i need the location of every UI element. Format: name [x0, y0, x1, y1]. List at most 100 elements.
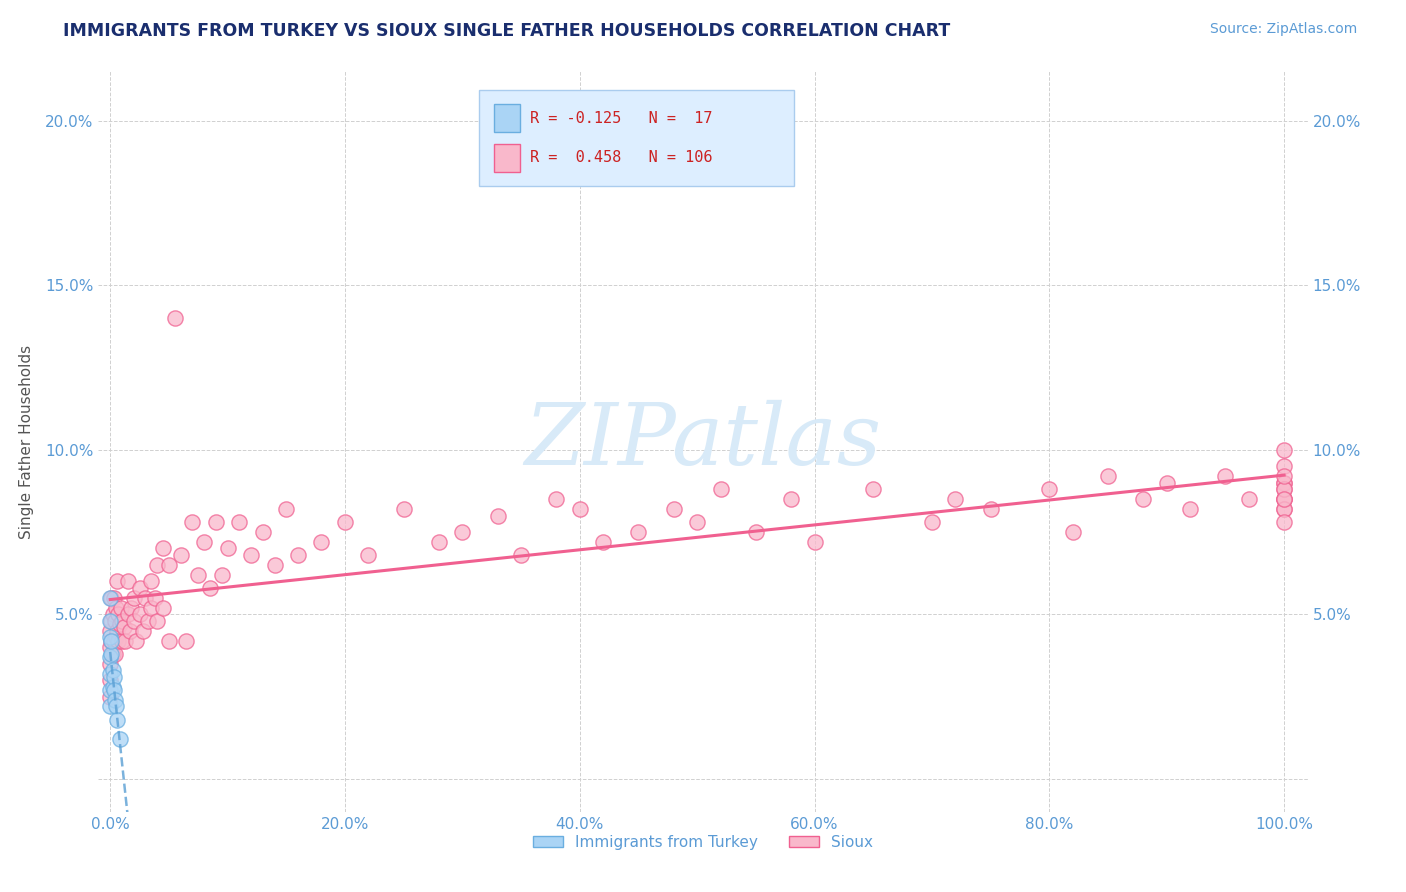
Point: [122, 591, 145, 605]
Point: [1272, 482, 1295, 496]
Point: [1272, 475, 1295, 490]
Point: [1038, 482, 1060, 496]
Point: [1272, 442, 1295, 457]
Point: [120, 600, 142, 615]
Point: [1215, 469, 1237, 483]
Text: R =  0.458   N = 106: R = 0.458 N = 106: [530, 151, 713, 166]
Point: [211, 567, 233, 582]
Point: [1272, 482, 1295, 496]
Point: [1237, 492, 1260, 507]
Point: [100, 633, 122, 648]
Point: [103, 683, 125, 698]
Point: [107, 633, 129, 648]
Point: [120, 624, 142, 638]
Point: [141, 574, 163, 589]
FancyBboxPatch shape: [479, 90, 793, 186]
Point: [122, 614, 145, 628]
Point: [333, 515, 356, 529]
Point: [187, 567, 209, 582]
Point: [662, 502, 685, 516]
Point: [1272, 502, 1295, 516]
Point: [105, 574, 128, 589]
Point: [1156, 475, 1178, 490]
Point: [862, 482, 884, 496]
Point: [100, 591, 122, 605]
Point: [181, 515, 204, 529]
Point: [117, 607, 139, 622]
Point: [136, 614, 159, 628]
Point: [1097, 469, 1119, 483]
Point: [101, 647, 124, 661]
Point: [105, 699, 128, 714]
Point: [141, 600, 163, 615]
Point: [98, 699, 121, 714]
Point: [101, 663, 124, 677]
Point: [111, 614, 134, 628]
Point: [287, 548, 309, 562]
Point: [198, 581, 221, 595]
Text: Source: ZipAtlas.com: Source: ZipAtlas.com: [1209, 22, 1357, 37]
Point: [100, 614, 122, 628]
Bar: [494, 144, 520, 172]
Point: [98, 690, 121, 704]
Point: [104, 693, 127, 707]
Point: [146, 558, 169, 572]
Point: [592, 535, 614, 549]
Point: [98, 673, 121, 687]
Point: [392, 502, 415, 516]
Point: [217, 541, 239, 556]
Point: [686, 515, 709, 529]
Point: [107, 607, 129, 622]
Point: [1272, 492, 1295, 507]
Point: [100, 647, 122, 661]
Point: [146, 614, 169, 628]
Text: R = -0.125   N =  17: R = -0.125 N = 17: [530, 111, 713, 126]
Point: [105, 624, 128, 638]
Point: [240, 548, 263, 562]
Point: [486, 508, 509, 523]
Point: [134, 591, 156, 605]
Point: [357, 548, 380, 562]
Point: [103, 591, 125, 605]
Point: [98, 666, 121, 681]
Bar: [494, 104, 520, 132]
Point: [451, 524, 474, 539]
Point: [98, 614, 121, 628]
Text: IMMIGRANTS FROM TURKEY VS SIOUX SINGLE FATHER HOUSEHOLDS CORRELATION CHART: IMMIGRANTS FROM TURKEY VS SIOUX SINGLE F…: [63, 22, 950, 40]
Point: [1272, 475, 1295, 490]
Point: [110, 600, 132, 615]
Point: [152, 541, 174, 556]
Point: [111, 633, 134, 648]
Point: [510, 548, 533, 562]
Point: [169, 548, 191, 562]
Point: [114, 633, 136, 648]
Point: [1062, 524, 1084, 539]
Point: [980, 502, 1002, 516]
Point: [568, 502, 591, 516]
Point: [98, 630, 121, 644]
Point: [193, 535, 215, 549]
Point: [101, 680, 124, 694]
Point: [780, 492, 803, 507]
Point: [1272, 459, 1295, 474]
Point: [101, 607, 124, 622]
Point: [745, 524, 768, 539]
Point: [945, 492, 967, 507]
Point: [105, 630, 128, 644]
Point: [252, 524, 274, 539]
Point: [98, 650, 121, 665]
Point: [100, 633, 122, 648]
Point: [104, 614, 127, 628]
Point: [1132, 492, 1154, 507]
Point: [128, 607, 150, 622]
Point: [311, 535, 333, 549]
Point: [157, 633, 180, 648]
Point: [98, 683, 121, 698]
Point: [98, 591, 121, 605]
Point: [1272, 515, 1295, 529]
Point: [204, 515, 226, 529]
Point: [105, 600, 128, 615]
Point: [710, 482, 733, 496]
Point: [803, 535, 825, 549]
Point: [108, 617, 131, 632]
